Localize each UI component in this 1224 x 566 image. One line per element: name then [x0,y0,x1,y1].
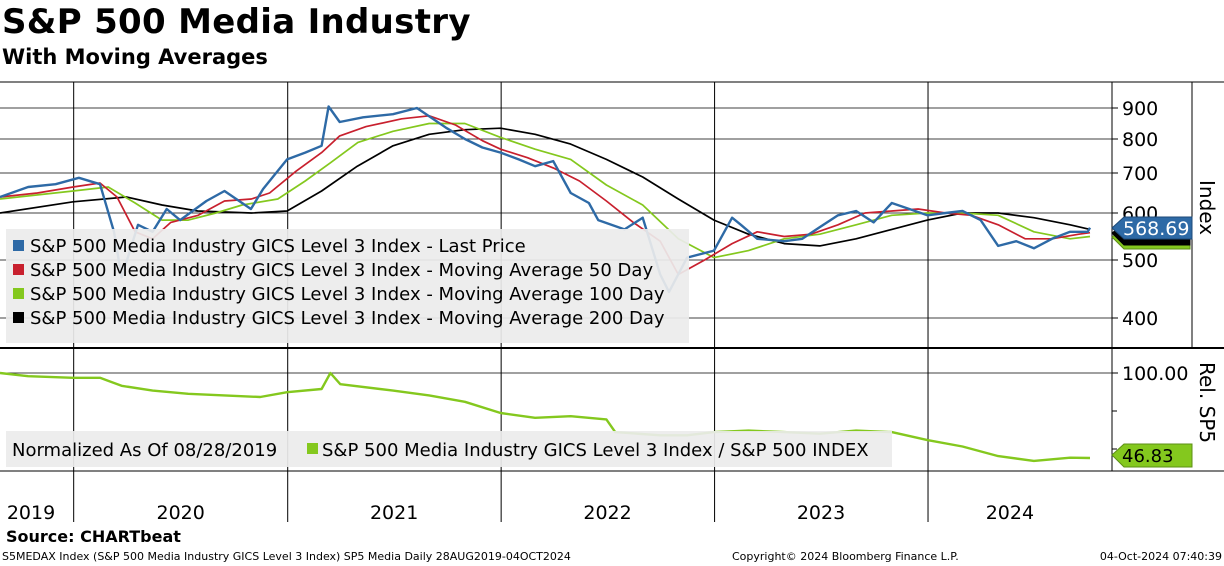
upper-tick-label: 400 [1122,308,1158,330]
last-price-tag [1111,216,1193,240]
footer-timestamp: 04-Oct-2024 07:40:39 [1099,550,1222,563]
lower-last-value-tag: 46.83 [1111,443,1193,468]
legend-swatch [13,240,24,251]
upper-tick-label: 800 [1122,129,1158,151]
chart-title: S&P 500 Media Industry [2,2,471,42]
upper-legend-box [6,229,689,343]
ma100-line [0,122,1091,259]
x-axis-year-label: 2023 [797,502,845,524]
legend-swatch [13,264,24,275]
relative-line [0,371,1091,463]
x-axis-year-label: 2019 [7,502,55,524]
relative-last-label: 46.83 [1122,446,1174,467]
legend-entry: S&P 500 Media Industry GICS Level 3 Inde… [30,284,665,305]
upper-tick-label: 700 [1122,163,1158,185]
ma200-line [0,127,1091,247]
x-axis-year-label: 2024 [986,502,1034,524]
x-axis-year-label: 2022 [583,502,631,524]
x-axis-year-label: 2021 [370,502,418,524]
legend-entry: S&P 500 Media Industry GICS Level 3 Inde… [30,260,653,281]
lower-legend-note: Normalized As Of 08/28/2019 [12,440,277,461]
lower-tick-label: 100.00 [1122,363,1188,385]
last-price-label: 568.69 [1123,218,1189,240]
lower-axis-label: Rel. SP5 [1195,362,1219,443]
upper-tick-label: 500 [1122,250,1158,272]
legend-swatch [13,312,24,323]
lower-legend: Normalized As Of 08/28/2019 S&P 500 Medi… [6,431,892,467]
chart-subtitle: With Moving Averages [2,45,268,69]
x-axis-year-label: 2020 [157,502,205,524]
lower-legend-box [6,431,892,467]
legend-entry: S&P 500 Media Industry GICS Level 3 Inde… [30,236,526,257]
relative-tag [1111,443,1193,468]
lower-legend-swatch [307,443,318,454]
lower-legend-entry: S&P 500 Media Industry GICS Level 3 Inde… [322,440,869,461]
upper-axis-label: Index [1195,180,1219,235]
legend-entry: S&P 500 Media Industry GICS Level 3 Inde… [30,308,665,329]
last-price-line [0,105,1092,294]
upper-legend: S&P 500 Media Industry GICS Level 3 Inde… [6,229,689,343]
footer-copyright: Copyright© 2024 Bloomberg Finance L.P. [732,550,959,563]
footer-security-description: S5MEDAX Index (S&P 500 Media Industry GI… [2,550,571,563]
upper-tick-label: 900 [1122,98,1158,120]
legend-swatch [13,288,24,299]
upper-last-value-tag: 568.69 [1111,216,1193,250]
source-credit: Source: CHARTbeat [6,527,181,546]
